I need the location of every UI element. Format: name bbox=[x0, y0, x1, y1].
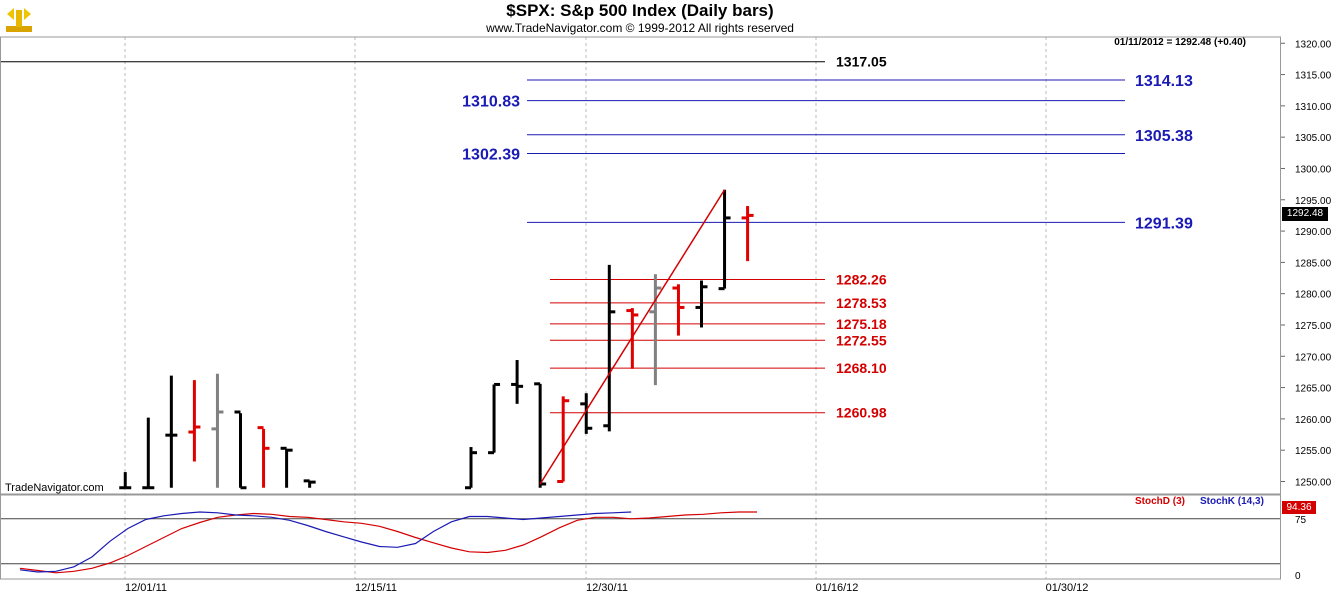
ohlc-bar bbox=[257, 426, 270, 488]
ohlc-bar bbox=[488, 382, 501, 455]
price-bars bbox=[119, 189, 754, 490]
level-label: 1272.55 bbox=[836, 332, 887, 348]
stochastic-pane: 75 0 bbox=[0, 511, 1307, 582]
ohlc-bar bbox=[695, 280, 708, 328]
y-tick-label: 1305.00 bbox=[1295, 133, 1332, 144]
x-tick-label: 12/01/11 bbox=[125, 582, 167, 594]
level-label: 1310.83 bbox=[462, 94, 520, 111]
level-label: 1317.05 bbox=[836, 54, 887, 70]
level-label: 1302.39 bbox=[462, 147, 520, 164]
ohlc-bar bbox=[280, 446, 293, 488]
ohlc-bar bbox=[119, 472, 132, 490]
trendline-segment bbox=[539, 189, 726, 485]
y-tick-label: 1295.00 bbox=[1295, 196, 1332, 207]
ohlc-bar bbox=[626, 308, 639, 369]
x-tick-label: 12/30/11 bbox=[586, 582, 628, 594]
ohlc-bar bbox=[672, 284, 685, 336]
level-label: 1275.18 bbox=[836, 316, 887, 332]
y-tick-label: 1275.00 bbox=[1295, 321, 1332, 332]
x-tick-label: 01/16/12 bbox=[816, 582, 859, 594]
stoch-value-tag: 94.36 bbox=[1282, 501, 1316, 514]
trendline bbox=[539, 189, 726, 485]
ohlc-bar bbox=[234, 410, 247, 490]
stoch-pane-frame bbox=[0, 494, 1281, 580]
ohlc-bar bbox=[188, 380, 201, 462]
y-tick-label: 1265.00 bbox=[1295, 384, 1332, 395]
y-tick-label: 1290.00 bbox=[1295, 227, 1332, 238]
price-levels: 1317.05 1314.13 1310.83 1305.38 1302.39 1291.… bbox=[0, 54, 1193, 421]
y-tick-label: 1300.00 bbox=[1295, 164, 1332, 175]
y-tick-label: 1310.00 bbox=[1295, 102, 1332, 113]
ohlc-bar bbox=[303, 479, 316, 488]
stoch-series-line bbox=[19, 511, 632, 573]
ohlc-bar bbox=[603, 264, 616, 432]
y-tick-label: 1270.00 bbox=[1295, 352, 1332, 363]
ohlc-bar bbox=[557, 396, 570, 483]
chart-title: $SPX: S&p 500 Index (Daily bars) bbox=[506, 1, 774, 20]
y-tick-label: 1255.00 bbox=[1295, 446, 1332, 457]
price-readout: 01/11/2012 = 1292.48 (+0.40) bbox=[1114, 37, 1246, 48]
date-axis: 12/01/11 12/15/11 12/30/11 01/16/12 01/30/12 bbox=[125, 582, 1088, 594]
ohlc-bar bbox=[211, 373, 224, 488]
level-label: 1314.13 bbox=[1135, 73, 1193, 90]
watermark: TradeNavigator.com bbox=[5, 482, 104, 494]
ohlc-bar bbox=[465, 447, 477, 490]
chart-subtitle: www.TradeNavigator.com © 1999-2012 All r… bbox=[486, 21, 794, 35]
price-pane-frame bbox=[0, 36, 1281, 495]
legend-stochk: StochK (14,3) bbox=[1200, 496, 1264, 507]
last-price-tag: 1292.48 bbox=[1282, 207, 1328, 221]
ohlc-bar bbox=[580, 393, 593, 434]
level-label: 1291.39 bbox=[1135, 215, 1193, 232]
y-tick-label: 1260.00 bbox=[1295, 415, 1332, 426]
ohlc-bar bbox=[534, 382, 547, 488]
ohlc-bar bbox=[649, 274, 662, 386]
level-label: 1268.10 bbox=[836, 360, 887, 376]
x-tick-label: 01/30/12 bbox=[1046, 582, 1089, 594]
stoch-y-label: 75 bbox=[1295, 515, 1307, 526]
level-label: 1278.53 bbox=[836, 295, 887, 311]
stoch-y-label: 0 bbox=[1295, 571, 1301, 582]
ohlc-bar bbox=[511, 360, 524, 404]
price-axis: 1250.00 1255.00 1260.00 1265.00 1270.00 1275.… bbox=[1280, 39, 1332, 488]
y-tick-label: 1285.00 bbox=[1295, 258, 1332, 269]
vertical-grid bbox=[124, 37, 1047, 579]
ohlc-bar bbox=[142, 417, 155, 490]
ohlc-bar bbox=[741, 206, 754, 262]
level-label: 1282.26 bbox=[836, 272, 887, 288]
legend-stochd: StochD (3) bbox=[1135, 496, 1185, 507]
y-tick-label: 1315.00 bbox=[1295, 71, 1332, 82]
level-label: 1305.38 bbox=[1135, 128, 1193, 145]
ohlc-bar bbox=[718, 189, 731, 291]
ohlc-bar bbox=[165, 375, 178, 488]
stoch-series-line bbox=[19, 511, 757, 574]
level-label: 1260.98 bbox=[836, 405, 887, 421]
y-tick-label: 1280.00 bbox=[1295, 290, 1332, 301]
trade-navigator-logo-icon bbox=[6, 8, 32, 32]
x-tick-label: 12/15/11 bbox=[355, 582, 397, 594]
y-tick-label: 1320.00 bbox=[1295, 39, 1332, 50]
y-tick-label: 1250.00 bbox=[1295, 477, 1332, 488]
